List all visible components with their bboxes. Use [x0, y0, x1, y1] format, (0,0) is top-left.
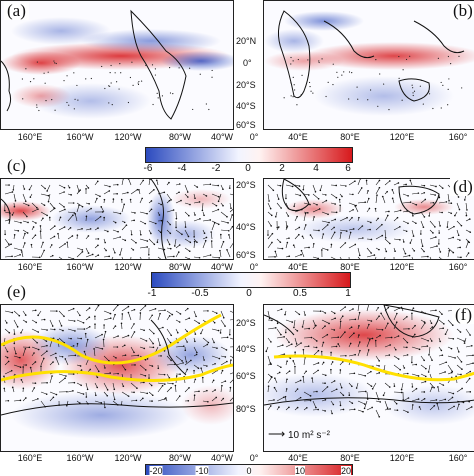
lon-label: 120°E [390, 262, 415, 272]
panel-c-label: (c) [4, 157, 29, 175]
colorbar-2-tick: 0 [246, 288, 252, 299]
colorbar-3-tick: 10 [295, 466, 305, 476]
panel-a-field [1, 1, 233, 129]
lat-label-20n: 20°N [236, 36, 256, 46]
colorbar-1 [145, 147, 353, 163]
colorbar-3-tick: -20 [149, 466, 162, 476]
lon-label: 80°W [169, 453, 191, 463]
colorbar-3-tick: -10 [195, 466, 208, 476]
lon-label: 40°W [211, 262, 233, 272]
lat-label-60s-row2: 60°S [236, 250, 256, 260]
lon-label: 40°W [211, 132, 233, 142]
lon-label: 80°E [340, 453, 360, 463]
colorbar-1-tick: -2 [212, 163, 221, 174]
colorbar-gradient [146, 148, 352, 162]
panel-c-map [0, 178, 234, 260]
reference-arrow-text: 10 m² s⁻² [288, 430, 330, 441]
reference-arrow-label: ⟶ 10 m² s⁻² [268, 427, 330, 441]
anomaly-patch [171, 189, 231, 209]
colorbar-2 [151, 272, 351, 288]
lon-label: 120°E [390, 132, 415, 142]
lon-label: 80°W [169, 262, 191, 272]
lat-label-60s-row3: 60°S [236, 371, 256, 381]
lat-label-40s-row3: 40°S [236, 344, 256, 354]
lat-label-20s-row3: 20°S [236, 318, 256, 328]
panel-b-map [263, 0, 474, 130]
colorbar-3-tick: 20 [341, 466, 351, 476]
anomaly-patch [384, 385, 474, 425]
anomaly-patch [264, 51, 344, 71]
lon-label: 40°E [288, 453, 308, 463]
lon-label: 160°E [18, 132, 43, 142]
colorbar-1-tick: 6 [345, 163, 351, 174]
anomaly-patch [1, 51, 81, 75]
lat-label-60s: 60°S [236, 120, 256, 130]
lat-label-80s-row3: 80°S [236, 404, 256, 414]
reference-arrow-icon: ⟶ [268, 427, 285, 441]
lat-label-40s-row2: 40°S [236, 222, 256, 232]
anomaly-patch [394, 199, 454, 215]
lon-label: 120°W [114, 262, 141, 272]
lon-label: 160° [449, 262, 468, 272]
lon-label: 0° [250, 453, 259, 463]
panel-d-field [264, 179, 474, 259]
colorbar-1-tick: -4 [178, 163, 187, 174]
colorbar-1-tick: 4 [313, 163, 319, 174]
anomaly-patch [314, 76, 454, 116]
anomaly-patch [31, 325, 111, 365]
lon-label: 0° [250, 132, 259, 142]
lon-label: 120°E [390, 453, 415, 463]
colorbar-3-tick: 0 [246, 466, 251, 476]
colorbar-1-tick: 0 [245, 163, 251, 174]
lon-label: 80°E [340, 132, 360, 142]
anomaly-patch [156, 220, 216, 248]
lon-label: 160° [449, 132, 468, 142]
lon-label: 40°E [288, 262, 308, 272]
lat-label-40s: 40°S [236, 101, 256, 111]
anomaly-patch [264, 373, 374, 417]
colorbar-1-tick: -6 [144, 163, 153, 174]
colorbar-gradient [152, 273, 350, 287]
panel-b-label: (b) [450, 2, 474, 20]
lon-label: 160°W [66, 453, 93, 463]
lon-label: 160°E [18, 453, 43, 463]
lat-label-20s: 20°S [236, 80, 256, 90]
lat-label-eq: 0° [243, 58, 252, 68]
panel-c-field [1, 179, 233, 259]
panel-a-map [0, 0, 234, 130]
panel-a-label: (a) [4, 2, 29, 20]
panel-d-label: (d) [450, 178, 474, 196]
anomaly-patch [264, 29, 324, 53]
panel-e-label: (e) [4, 283, 29, 301]
lon-label: 40°E [288, 132, 308, 142]
colorbar-1-tick: 2 [279, 163, 285, 174]
lon-label: 80°W [169, 132, 191, 142]
colorbar-2-tick: -1 [148, 288, 157, 299]
lon-label: 80°E [340, 262, 360, 272]
panel-e-field [1, 305, 233, 451]
colorbar-2-tick: 1 [345, 288, 351, 299]
lon-label: 160°E [18, 262, 43, 272]
lon-label: 160°W [66, 262, 93, 272]
lon-label: 160° [449, 453, 468, 463]
lon-label: 160°W [66, 132, 93, 142]
lat-label-20s-row2: 20°S [236, 180, 256, 190]
anomaly-patch [11, 84, 71, 108]
panel-b-field [264, 1, 474, 129]
panel-e-map [0, 304, 234, 452]
anomaly-patch [11, 17, 111, 45]
colorbar-2-tick: -0.5 [191, 288, 208, 299]
lon-label: 120°W [114, 132, 141, 142]
colorbar-2-tick: 0.5 [293, 288, 307, 299]
panel-d-map [263, 178, 474, 260]
lon-label: 120°W [114, 453, 141, 463]
lon-label: 0° [250, 262, 259, 272]
anomaly-patch [274, 309, 454, 361]
lon-label: 40°W [211, 453, 233, 463]
panel-f-label: (f) [452, 306, 474, 324]
